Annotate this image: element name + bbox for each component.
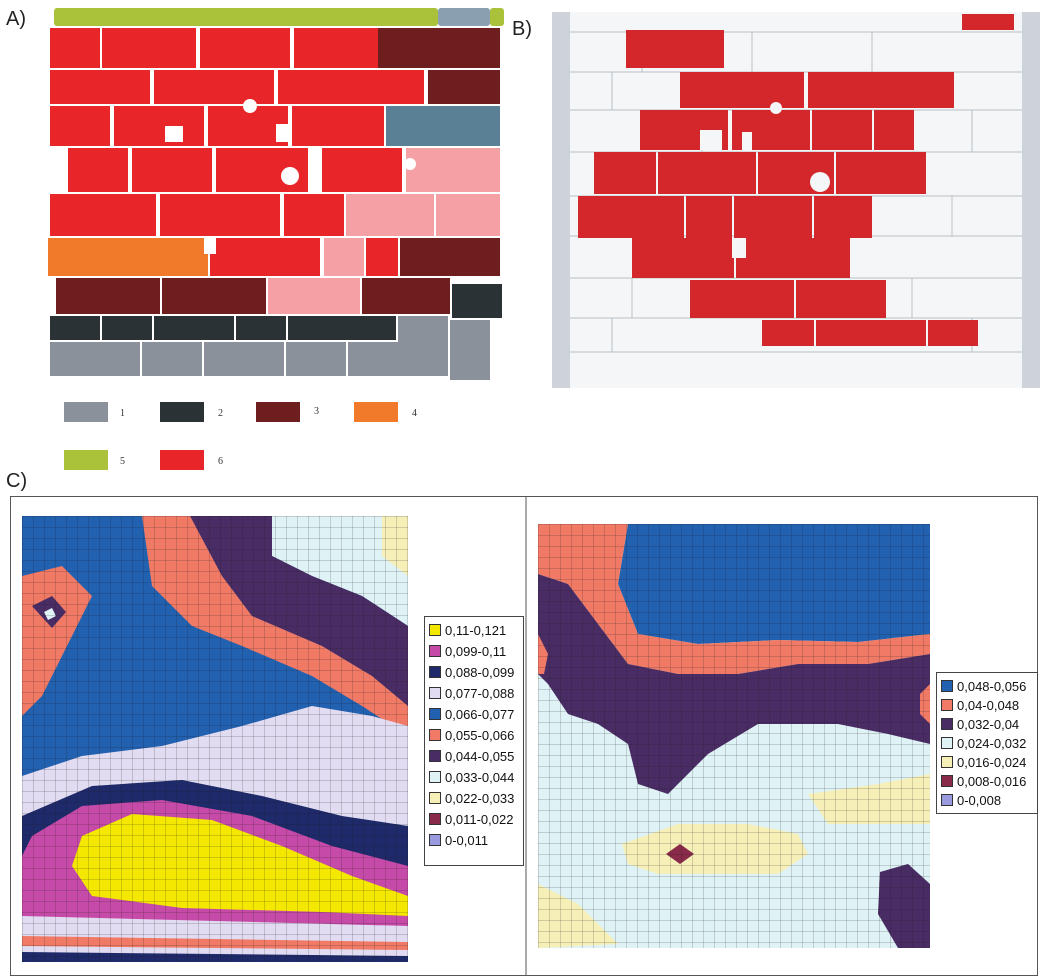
panel-c-label: C) [6, 470, 28, 492]
legend-a-swatch-6 [160, 450, 204, 470]
wall-bricks-pink [268, 148, 500, 314]
wall-row-top-coping [54, 8, 504, 26]
panel-a-wall-map [48, 8, 504, 380]
legend-c-left: 0,11-0,121 0,099-0,11 0,088-0,099 0,077-… [424, 616, 524, 866]
legend-a-swatch-5 [64, 450, 108, 470]
legend-a: 1 2 3 4 5 6 [60, 398, 460, 478]
legend-c-left-item: 0,044-0,055 [429, 749, 514, 764]
wall-holes [165, 99, 416, 254]
legend-c-right-item: 0,032-0,04 [941, 717, 1019, 732]
wall-bricks-bluegrey [386, 106, 500, 146]
legend-c-left-item: 0,088-0,099 [429, 665, 514, 680]
legend-c-right-item: 0-0,008 [941, 793, 1001, 808]
legend-c-right-item: 0,048-0,056 [941, 679, 1026, 694]
legend-c-left-item: 0-0,011 [429, 833, 488, 848]
legend-a-swatch-4 [354, 402, 398, 422]
legend-c-left-item: 0,055-0,066 [429, 728, 514, 743]
damaged-bricks [578, 14, 1014, 346]
wall-bricks-dark [50, 284, 502, 340]
contour-map-right [538, 524, 930, 948]
wall-bricks-red [50, 28, 424, 276]
legend-c-right-item: 0,016-0,024 [941, 755, 1026, 770]
damage-holes [700, 102, 830, 258]
legend-c-left-item: 0,077-0,088 [429, 686, 514, 701]
legend-c-left-item: 0,11-0,121 [429, 623, 506, 638]
legend-c-left-item: 0,033-0,044 [429, 770, 514, 785]
legend-c-left-item: 0,066-0,077 [429, 707, 514, 722]
legend-c-right-item: 0,04-0,048 [941, 698, 1019, 713]
wall-bricks-grey [50, 316, 490, 380]
wall-bricks-darkred [56, 28, 500, 314]
legend-c-left-item: 0,022-0,033 [429, 791, 514, 806]
legend-c-right: 0,048-0,056 0,04-0,048 0,032-0,04 0,024-… [936, 672, 1038, 814]
panel-b-label: B) [512, 18, 532, 40]
legend-c-left-item: 0,099-0,11 [429, 644, 506, 659]
legend-c-right-item: 0,024-0,032 [941, 736, 1026, 751]
legend-c-left-item: 0,011-0,022 [429, 812, 513, 827]
wall-bricks-orange [48, 238, 208, 276]
contour-map-left [22, 516, 408, 962]
panel-b-wall-drawing [552, 12, 1040, 388]
panel-a-label: A) [6, 8, 26, 30]
legend-a-swatch-1 [64, 402, 108, 422]
legend-a-swatch-2 [160, 402, 204, 422]
legend-c-right-item: 0,008-0,016 [941, 774, 1026, 789]
legend-a-swatch-3 [256, 402, 300, 422]
